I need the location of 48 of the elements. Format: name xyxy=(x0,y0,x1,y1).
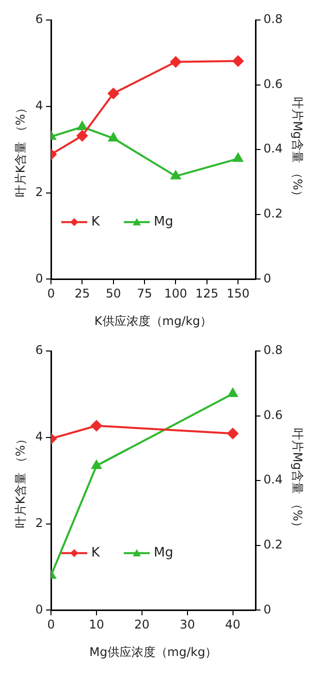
x-tick-label: 0 xyxy=(47,286,55,301)
y2-axis-title: 叶片Mg含量 （%） xyxy=(290,428,305,534)
x-tick-label: 40 xyxy=(225,618,240,632)
y-axis-title: 叶片K含量 （%） xyxy=(13,102,28,198)
point xyxy=(77,121,88,130)
point xyxy=(76,130,88,142)
x-tick-label: 30 xyxy=(180,618,195,632)
legend-label: Mg xyxy=(154,546,174,561)
point xyxy=(108,88,119,99)
y-tick-label: 0 xyxy=(35,271,44,286)
x-tick-label: 150 xyxy=(226,286,250,301)
y2-tick-label: 0.6 xyxy=(264,76,283,91)
x-tick-label: 125 xyxy=(195,286,218,301)
y-tick-label: 0 xyxy=(35,602,44,616)
y2-tick-label: 0.2 xyxy=(264,538,283,552)
y2-axis-title: 叶片Mg含量 （%） xyxy=(290,97,305,202)
y-tick-label: 4 xyxy=(35,98,44,113)
y2-tick-label: 0.4 xyxy=(264,472,283,487)
y2-tick-label: 0.8 xyxy=(264,343,283,358)
y2-tick-label: 0.8 xyxy=(264,12,283,26)
x-tick-label: 75 xyxy=(136,286,152,301)
y-tick-label: 2 xyxy=(35,516,44,530)
y-tick-label: 2 xyxy=(35,184,44,199)
y-tick-label: 6 xyxy=(35,343,44,358)
legend-label: K xyxy=(91,546,100,561)
y-tick-label: 6 xyxy=(35,12,44,26)
x-tick-label: 0 xyxy=(47,618,55,632)
y-axis-title: 叶片K含量 （%） xyxy=(13,433,28,528)
y2-tick-label: 0.4 xyxy=(264,142,283,156)
point xyxy=(170,170,181,180)
x-tick-label: 10 xyxy=(88,618,104,632)
point xyxy=(170,56,182,68)
x-tick-label: 25 xyxy=(74,286,90,301)
y-tick-label: 4 xyxy=(35,430,44,444)
y2-tick-label: 0 xyxy=(264,602,272,616)
point xyxy=(233,153,243,162)
x-tick-label: 20 xyxy=(134,618,150,632)
y2-tick-label: 0.2 xyxy=(264,206,283,221)
point xyxy=(232,56,244,67)
legend-label: K xyxy=(91,214,100,230)
point xyxy=(108,132,118,142)
x-tick-label: 50 xyxy=(106,286,122,301)
x-tick-label: 100 xyxy=(164,286,188,301)
legend-label: Mg xyxy=(154,214,174,230)
y2-tick-label: 0 xyxy=(264,271,272,286)
x-axis-title: K供应浓度（mg/kg） xyxy=(94,314,212,328)
x-axis-title: Mg供应浓度（mg/kg） xyxy=(89,644,218,659)
y2-tick-label: 0.6 xyxy=(264,408,283,422)
